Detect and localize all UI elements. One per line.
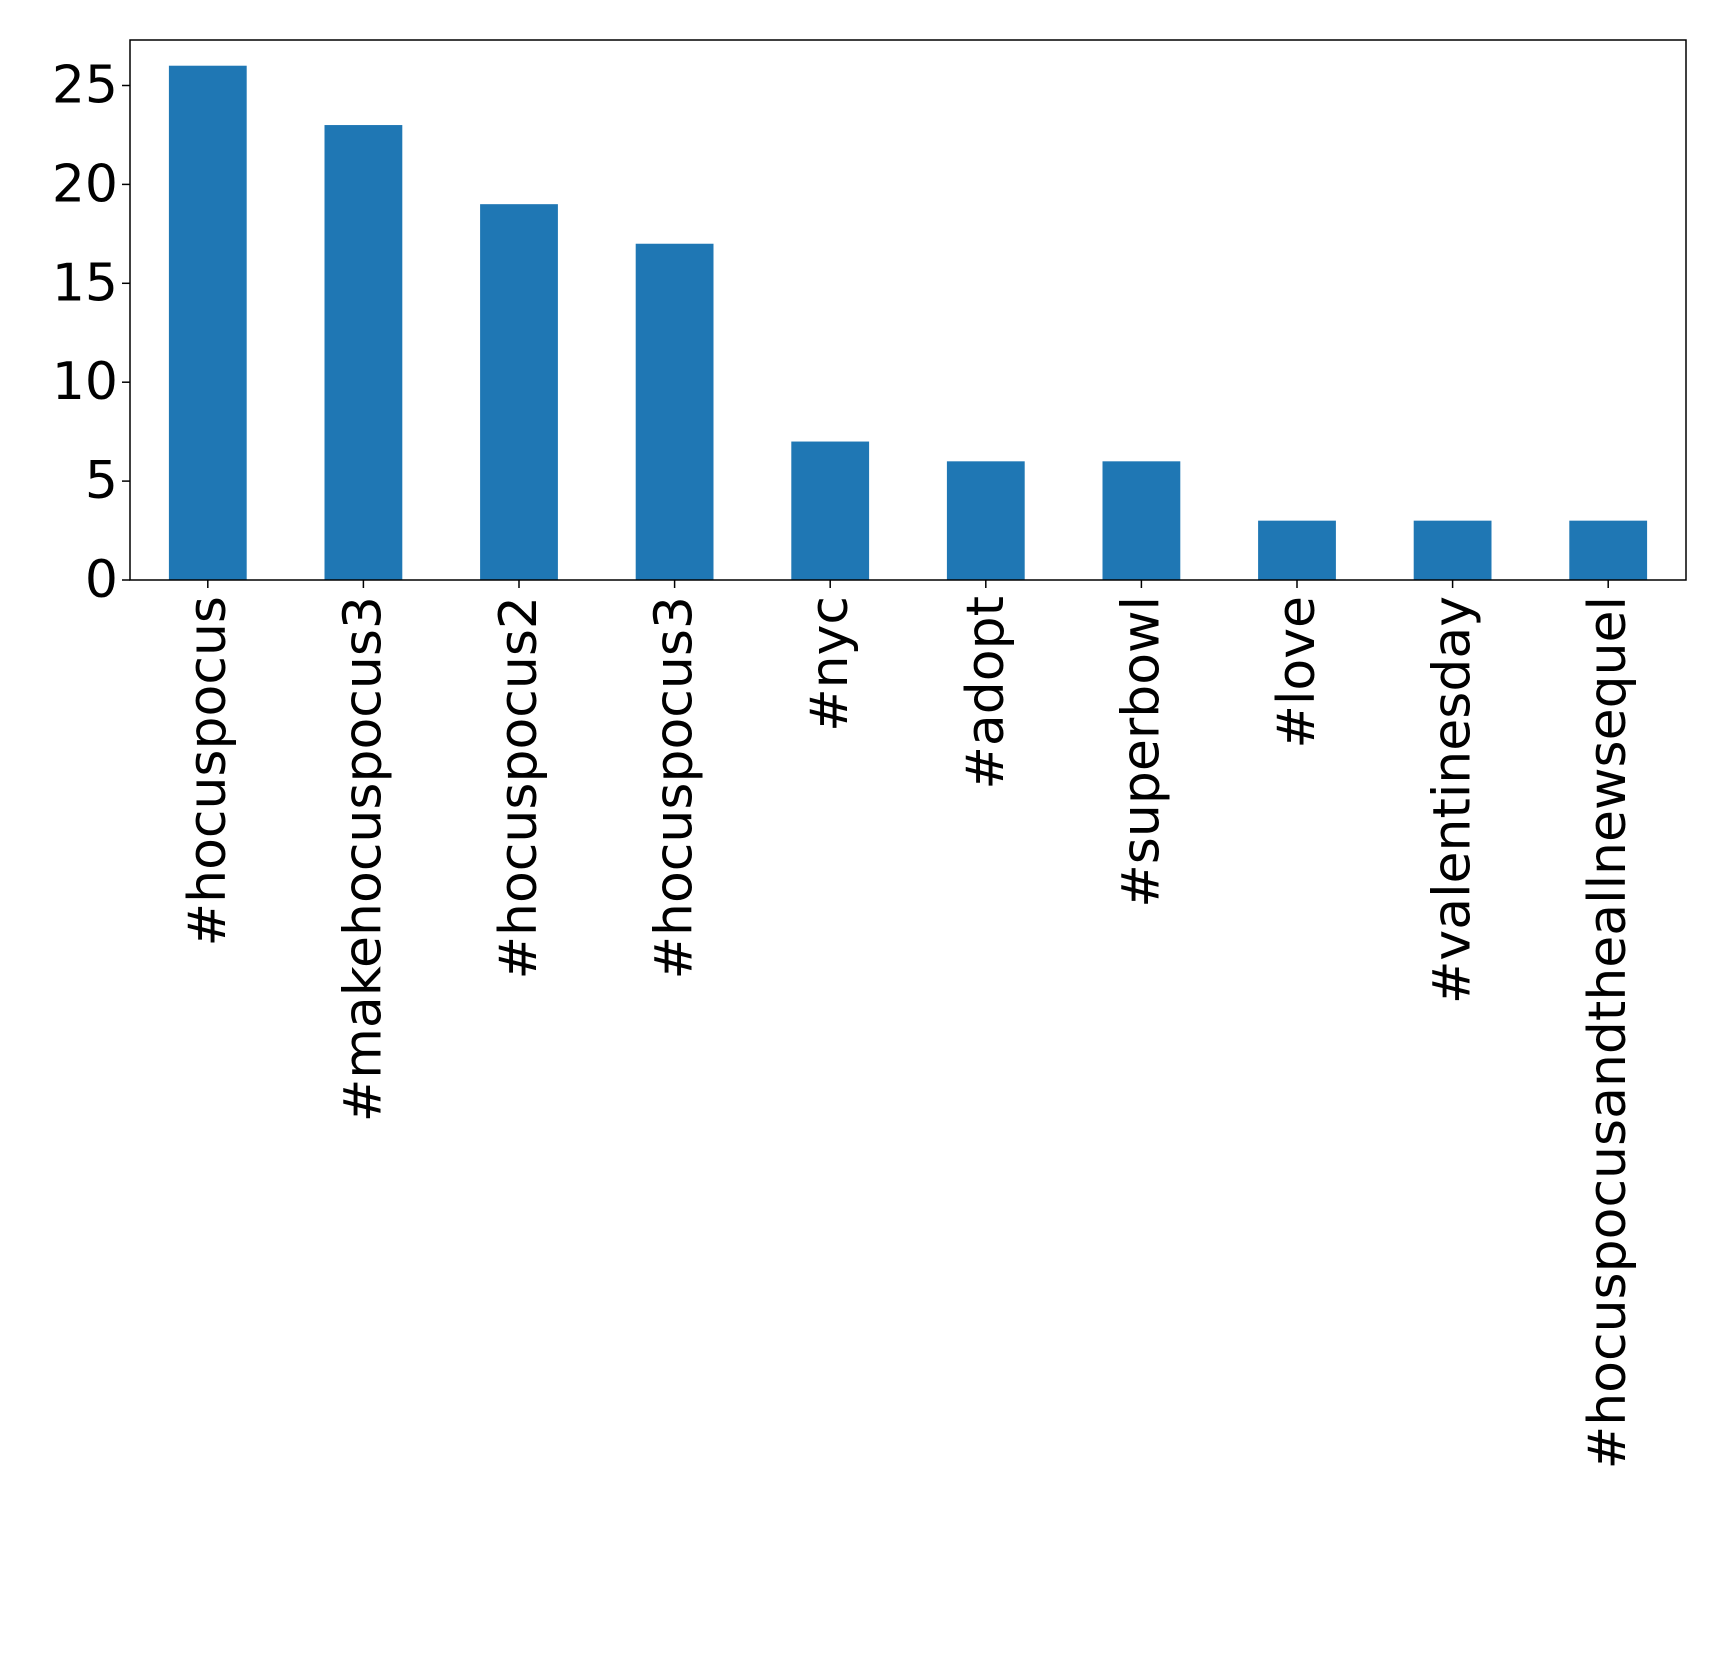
bar-2 [324, 125, 403, 581]
x-tick-label: #nyc [800, 596, 860, 732]
bar-3 [480, 204, 558, 580]
bar-9 [1413, 520, 1492, 580]
y-tick-label: 25 [52, 55, 118, 115]
x-tick-label: #adopt [956, 596, 1016, 790]
bar-1 [168, 65, 247, 580]
x-tick-label: #love [1267, 596, 1327, 749]
y-tick-label: 0 [85, 550, 118, 610]
bar-6 [946, 461, 1025, 580]
y-tick-label: 10 [52, 352, 118, 412]
bar-5 [791, 441, 870, 580]
bar-7 [1102, 461, 1181, 580]
bar-10 [1569, 520, 1648, 580]
bar-8 [1258, 520, 1336, 580]
plot-frame [129, 39, 1687, 581]
x-tick-label: #hocuspocus [178, 596, 238, 946]
y-tick-label: 15 [52, 253, 118, 313]
y-axis: 0 5 10 15 20 25 [52, 55, 130, 610]
y-tick-label: 5 [85, 451, 118, 511]
y-tick-label: 20 [52, 154, 118, 214]
x-tick-label: #superbowl [1111, 596, 1171, 908]
bar-4 [635, 243, 714, 580]
x-tick-label: #hocuspocusandtheallnewsequel [1578, 596, 1638, 1469]
bars-group [168, 65, 1648, 581]
x-tick-label: #hocuspocus2 [489, 596, 549, 980]
x-tick-label: #valentinesday [1423, 596, 1483, 1004]
x-axis: #hocuspocus #makehocuspocus3 #hocuspocus2 #… [178, 580, 1638, 1469]
x-tick-label: #makehocuspocus3 [333, 596, 393, 1122]
x-tick-label: #hocuspocus3 [645, 596, 705, 980]
